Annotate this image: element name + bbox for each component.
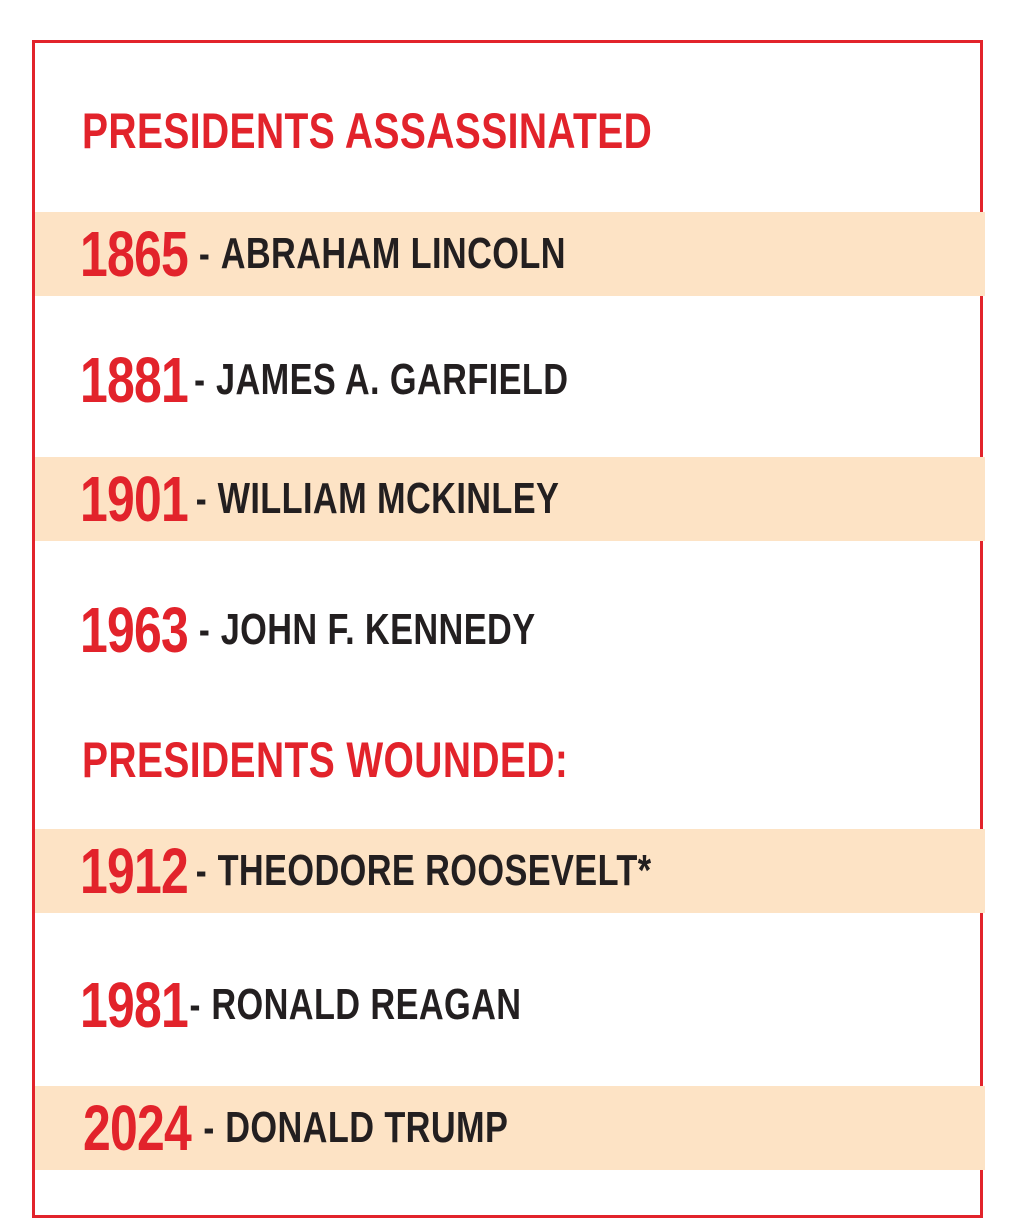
year: 1881 (80, 344, 189, 416)
year: 1981 (80, 969, 189, 1041)
president-name: RONALD REAGAN (211, 980, 522, 1029)
list-item: 2024 - DONALD TRUMP (35, 1086, 985, 1170)
list-item: 1901 - WILLIAM MCKINLEY (35, 457, 985, 541)
separator: - (203, 1104, 215, 1151)
year: 1901 (80, 463, 189, 535)
year: 1963 (80, 594, 189, 666)
president-name: JAMES A. GARFIELD (216, 355, 569, 404)
list-item: 1963 - JOHN F. KENNEDY (35, 588, 985, 672)
assassinated-heading: PRESIDENTS ASSASSINATED (82, 103, 653, 159)
list-item: 1881 - JAMES A. GARFIELD (35, 338, 985, 422)
president-name: ABRAHAM LINCOLN (220, 229, 566, 278)
wounded-heading: PRESIDENTS WOUNDED: (82, 732, 569, 788)
year: 1912 (80, 835, 189, 907)
year: 2024 (83, 1092, 192, 1164)
separator: - (198, 606, 210, 653)
list-frame (32, 40, 983, 1218)
president-name: WILLIAM MCKINLEY (217, 474, 560, 523)
president-name: THEODORE ROOSEVELT* (217, 846, 652, 895)
list-item: 1865 - ABRAHAM LINCOLN (35, 212, 985, 296)
list-item: 1981 - RONALD REAGAN (35, 963, 985, 1047)
list-item: 1912 - THEODORE ROOSEVELT* (35, 829, 985, 913)
president-name: DONALD TRUMP (225, 1103, 509, 1152)
separator: - (195, 475, 207, 522)
separator: - (198, 230, 210, 277)
separator: - (195, 847, 207, 894)
year: 1865 (80, 218, 189, 290)
separator: - (189, 981, 201, 1028)
separator: - (194, 356, 206, 403)
president-name: JOHN F. KENNEDY (220, 605, 536, 654)
